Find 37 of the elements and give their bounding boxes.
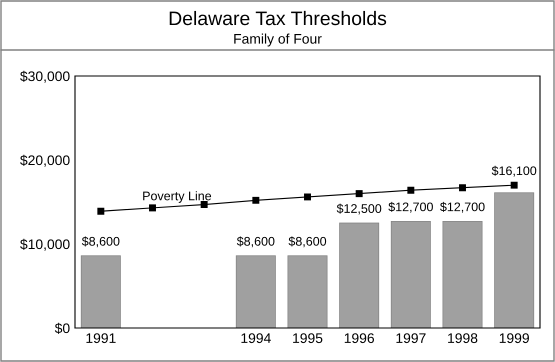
data-label: $12,700 — [440, 202, 485, 213]
point — [407, 186, 414, 194]
point — [510, 182, 518, 189]
y-tick-label: $0 — [54, 322, 70, 334]
bar — [236, 255, 276, 328]
data-label: $8,600 — [82, 236, 120, 248]
x-tick-label: 1996 — [344, 333, 374, 344]
series-label: Poverty Line — [143, 191, 212, 203]
point — [97, 208, 104, 215]
x-tick-label: 1997 — [396, 333, 426, 344]
chart-title: Delaware Tax Thresholds — [170, 10, 386, 26]
bar — [288, 255, 328, 328]
data-label: $8,600 — [288, 236, 326, 248]
point — [304, 193, 311, 200]
point — [149, 204, 156, 212]
x-tick-label: 1991 — [86, 333, 116, 344]
chart-subtitle: Family of Four — [234, 34, 322, 46]
data-label: $8,600 — [236, 236, 274, 248]
x-tick-label: 1999 — [500, 333, 529, 344]
x-tick-label: 1994 — [241, 333, 271, 344]
point — [200, 201, 208, 208]
y-tick-label: $30,000 — [20, 70, 70, 83]
point — [356, 190, 363, 198]
bar — [339, 222, 380, 328]
bar — [494, 192, 534, 328]
data-label: $12,700 — [388, 202, 433, 213]
bar — [442, 220, 482, 328]
x-tick-label: 1995 — [293, 333, 322, 344]
bar — [390, 220, 431, 328]
data-label: $16,100 — [492, 166, 536, 177]
y-tick-label: $10,000 — [20, 238, 70, 251]
data-label: $12,500 — [336, 204, 382, 214]
point — [252, 196, 260, 204]
bar — [80, 255, 121, 328]
x-tick-label: 1998 — [448, 333, 478, 344]
point — [459, 184, 466, 192]
y-tick-label: $20,000 — [20, 154, 70, 167]
